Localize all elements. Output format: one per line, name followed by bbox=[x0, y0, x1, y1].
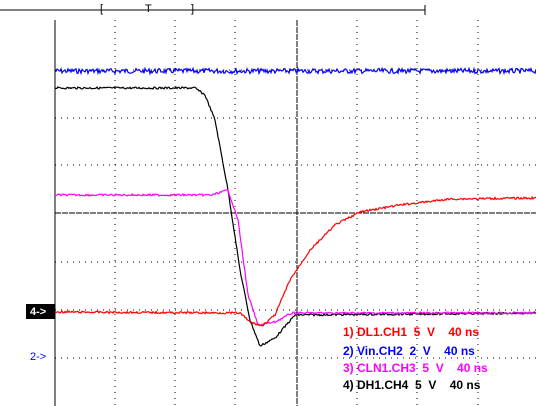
legend-ch4: 4) DH1.CH4 5 V 40 ns bbox=[343, 378, 481, 392]
legend-ch3: 3) CLN1.CH3 5 V 40 ns bbox=[343, 361, 488, 375]
trigger-right: ] bbox=[191, 3, 194, 15]
legend-ch2: 2) Vin.CH2 2 V 40 ns bbox=[343, 344, 475, 358]
ch4-marker: 4-> bbox=[30, 306, 46, 318]
legend-ch1: 1) DL1.CH1 5 V 40 ns bbox=[343, 325, 479, 339]
trigger-marker: T bbox=[145, 3, 152, 15]
ch2-marker: 2-> bbox=[30, 351, 46, 363]
wave-ch3 bbox=[54, 188, 536, 327]
ch4-marker-box bbox=[26, 304, 55, 319]
trigger-left: [ bbox=[100, 3, 103, 15]
waveforms bbox=[54, 66, 536, 347]
wave-ch2 bbox=[54, 66, 536, 76]
wave-ch4 bbox=[54, 86, 536, 347]
wave-ch1 bbox=[54, 195, 536, 327]
